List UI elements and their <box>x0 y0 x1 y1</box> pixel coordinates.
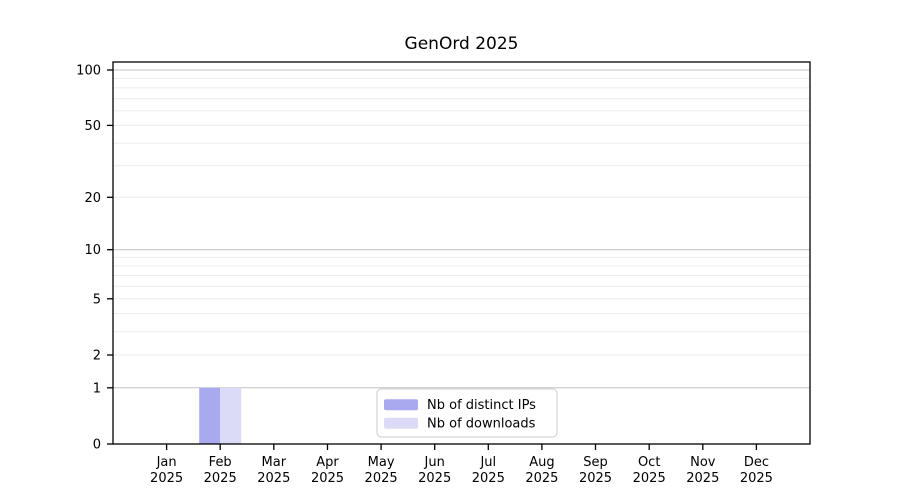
bar-nb-of-distinct-ips <box>199 387 221 444</box>
legend-swatch-nb-of-distinct-ips <box>384 399 418 411</box>
legend-label-nb-of-downloads: Nb of downloads <box>427 417 536 432</box>
x-tick-label-month: Dec <box>744 455 769 470</box>
x-tick-label-year: 2025 <box>311 471 344 486</box>
x-tick-label-year: 2025 <box>633 471 666 486</box>
x-tick-label-month: Jul <box>479 455 496 470</box>
x-tick-label-month: Nov <box>690 455 716 470</box>
axes: 0125102050100Jan2025Feb2025Mar2025Apr202… <box>76 61 811 486</box>
x-tick-label-year: 2025 <box>150 471 183 486</box>
x-tick-label-month: Feb <box>209 455 232 470</box>
bars <box>199 387 242 444</box>
x-tick-label-month: Sep <box>583 455 608 470</box>
y-tick-label: 1 <box>93 381 101 396</box>
x-tick-label-month: May <box>368 455 395 470</box>
plot-border <box>112 61 811 445</box>
x-tick-label-year: 2025 <box>525 471 558 486</box>
x-tick-label-year: 2025 <box>579 471 612 486</box>
x-tick-label-year: 2025 <box>365 471 398 486</box>
gridlines <box>113 69 810 389</box>
x-tick-label-year: 2025 <box>257 471 290 486</box>
y-tick-label: 50 <box>84 119 101 134</box>
y-tick-label: 2 <box>93 349 101 364</box>
x-tick-label-year: 2025 <box>418 471 451 486</box>
x-tick-label-month: Oct <box>638 455 660 470</box>
x-tick-label-month: Jan <box>156 455 177 470</box>
x-tick-label-month: Aug <box>529 455 554 470</box>
x-tick-label-year: 2025 <box>740 471 773 486</box>
legend-label-nb-of-distinct-ips: Nb of distinct IPs <box>427 398 536 413</box>
y-tick-label: 10 <box>84 243 101 258</box>
y-tick-label: 20 <box>84 191 101 206</box>
x-tick-label-month: Apr <box>316 455 339 470</box>
x-tick-label-month: Jun <box>424 455 445 470</box>
y-tick-label: 0 <box>93 438 101 453</box>
chart-title: GenOrd 2025 <box>405 34 519 54</box>
legend: Nb of distinct IPs Nb of downloads <box>376 388 558 438</box>
legend-swatch-nb-of-downloads <box>384 417 418 429</box>
y-tick-label: 100 <box>76 64 101 79</box>
bar-nb-of-downloads <box>220 387 242 444</box>
x-tick-label-year: 2025 <box>472 471 505 486</box>
y-tick-label: 5 <box>93 292 101 307</box>
x-tick-label-year: 2025 <box>204 471 237 486</box>
legend-box <box>376 388 558 438</box>
x-tick-label-year: 2025 <box>686 471 719 486</box>
x-tick-label-month: Mar <box>262 455 287 470</box>
